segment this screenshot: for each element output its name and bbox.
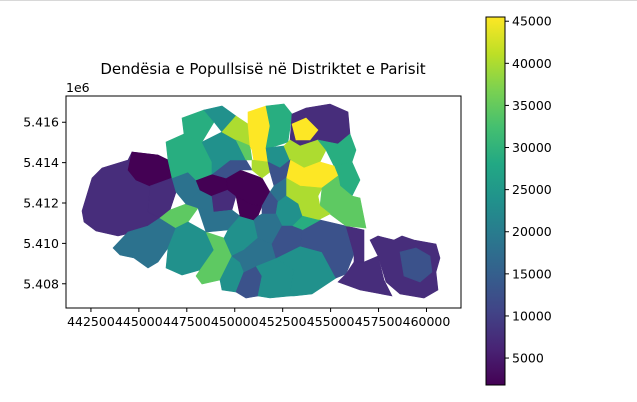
- colorbar-tick-label: 40000: [512, 56, 552, 71]
- colorbar-tick-label: 45000: [512, 14, 552, 29]
- colorbar-tick-label: 30000: [512, 140, 552, 155]
- colorbar-tick-label: 35000: [512, 98, 552, 113]
- x-tick-label: 445000: [115, 314, 163, 329]
- district-shape: [399, 247, 433, 283]
- y-axis: 5.408 5.410 5.412 5.414 5.416: [23, 115, 66, 291]
- colorbar: [485, 16, 506, 386]
- district-map: [81, 103, 441, 299]
- colorbar-tick-label: 20000: [512, 224, 552, 239]
- colorbar-axis: 5000 10000 15000 20000 25000 30000 35000 40000 4…: [505, 14, 552, 366]
- district-shape: [251, 147, 269, 163]
- colorbar-tick-label: 5000: [512, 351, 544, 366]
- x-tick-label: 447500: [163, 314, 211, 329]
- y-tick-label: 5.416: [23, 115, 59, 130]
- plot-frame: [65, 95, 462, 309]
- district-shape: [265, 103, 293, 149]
- x-tick-label: 442500: [67, 314, 115, 329]
- colorbar-tick-label: 25000: [512, 182, 552, 197]
- district-shape: [337, 255, 393, 297]
- y-tick-label: 5.414: [23, 155, 59, 170]
- district-shape: [181, 109, 215, 143]
- y-tick-label: 5.408: [23, 276, 59, 291]
- x-tick-label: 457500: [355, 314, 403, 329]
- x-tick-label: 450000: [211, 314, 259, 329]
- x-tick-label: 452500: [259, 314, 307, 329]
- colorbar-tick-label: 15000: [512, 266, 552, 281]
- chart-title: Dendësia e Popullsisë në Distriktet e Pa…: [100, 60, 425, 78]
- y-tick-label: 5.410: [23, 236, 59, 251]
- district-shape: [271, 225, 303, 259]
- window-top-border: [0, 0, 637, 1]
- district-shape: [211, 189, 237, 213]
- district-shape: [317, 133, 357, 167]
- y-tick-label: 5.412: [23, 196, 59, 211]
- district-shape: [251, 159, 271, 179]
- district-shape: [291, 117, 319, 141]
- colorbar-tick-label: 10000: [512, 308, 552, 323]
- x-tick-label: 460000: [403, 314, 451, 329]
- y-axis-offset-label: 1e6: [66, 80, 90, 95]
- x-axis: 442500 445000 447500 450000 452500 455000 4575…: [67, 308, 450, 329]
- x-tick-label: 455000: [307, 314, 355, 329]
